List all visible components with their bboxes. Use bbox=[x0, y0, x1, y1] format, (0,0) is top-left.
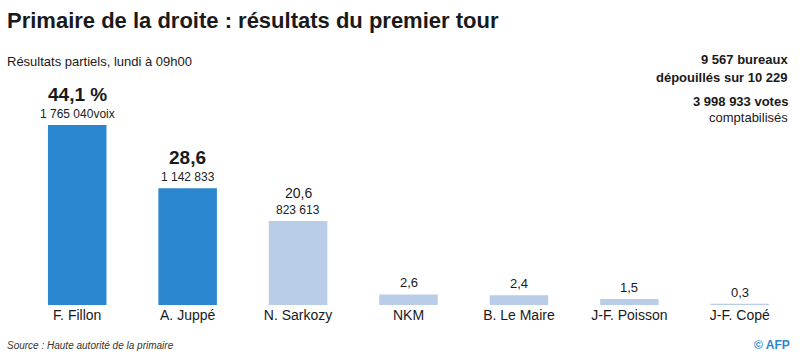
svg-text:2,4: 2,4 bbox=[510, 276, 528, 291]
svg-text:N. Sarkozy: N. Sarkozy bbox=[264, 307, 332, 323]
svg-text:20,6: 20,6 bbox=[285, 185, 312, 201]
svg-text:J-F. Poisson: J-F. Poisson bbox=[591, 307, 667, 323]
svg-text:F. Fillon: F. Fillon bbox=[53, 307, 101, 323]
svg-text:1,5: 1,5 bbox=[620, 280, 638, 295]
svg-text:Résultats partiels, lundi à 09: Résultats partiels, lundi à 09h00 bbox=[7, 54, 192, 69]
svg-text:A. Juppé: A. Juppé bbox=[160, 307, 215, 323]
svg-text:J-F. Copé: J-F. Copé bbox=[710, 307, 770, 323]
svg-text:0,3: 0,3 bbox=[731, 285, 749, 300]
svg-text:9 567 bureaux: 9 567 bureaux bbox=[701, 52, 788, 67]
svg-text:1 765 040voix: 1 765 040voix bbox=[40, 107, 115, 121]
svg-text:1 142 833: 1 142 833 bbox=[161, 170, 215, 184]
svg-text:3 998 933 votes: 3 998 933 votes bbox=[693, 94, 788, 109]
svg-text:823 613: 823 613 bbox=[276, 203, 320, 217]
svg-text:© AFP: © AFP bbox=[754, 338, 790, 352]
svg-text:NKM: NKM bbox=[393, 307, 424, 323]
svg-text:Source : Haute autorité de la: Source : Haute autorité de la primaire bbox=[7, 340, 174, 351]
svg-text:B. Le Maire: B. Le Maire bbox=[483, 307, 555, 323]
svg-text:44,1 %: 44,1 % bbox=[48, 84, 107, 105]
svg-text:Primaire de la droite : résult: Primaire de la droite : résultats du pre… bbox=[7, 8, 499, 33]
svg-text:28,6: 28,6 bbox=[169, 147, 206, 168]
svg-text:comptabilisés: comptabilisés bbox=[709, 110, 788, 125]
svg-text:dépouillés sur 10 229: dépouillés sur 10 229 bbox=[656, 70, 788, 85]
svg-text:2,6: 2,6 bbox=[400, 275, 418, 290]
